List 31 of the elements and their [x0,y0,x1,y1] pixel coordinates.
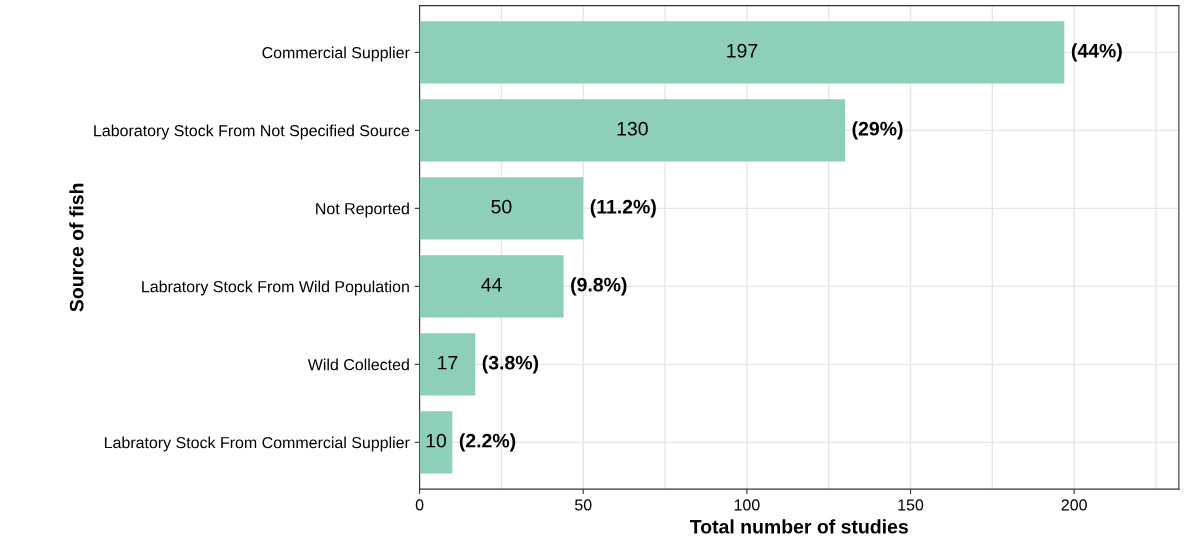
annotation: (3.8%) [482,355,539,374]
y-axis-title: Source of fish [69,183,84,312]
y-tick-label: Labratory Stock From Commercial Supplier [104,436,410,452]
bar [419,21,1065,84]
bar [419,177,584,240]
y-tick-label: Laboratory Stock From Not Specified Source [94,124,410,140]
x-tick-label: 150 [898,499,924,511]
x-tick-label: 0 [415,499,424,511]
x-tick-label: 50 [574,499,592,511]
y-tick-label: Commercial Supplier [262,46,410,62]
bar [419,333,476,396]
annotation: (29%) [852,121,903,140]
bar [419,411,453,474]
data-label: 17 [438,355,458,370]
bar [419,255,564,318]
x-tick-label: 200 [1061,499,1087,511]
y-tick-label: Not Reported [316,202,409,218]
bar [419,99,846,162]
annotation: (44%) [1071,43,1122,62]
data-label: 50 [491,199,512,214]
data-label: 10 [426,433,446,448]
annotation: (2.2%) [459,433,516,452]
data-label: 130 [617,121,648,136]
data-label: 197 [727,43,758,58]
annotation: (9.8%) [571,277,627,296]
x-tick-label: 100 [734,499,760,511]
x-axis-title: Total number of studies [689,519,908,534]
data-label: 44 [481,278,502,292]
y-tick-label: Wild Collected [307,358,409,371]
y-tick-label: Labratory Stock From Wild Population [142,280,409,296]
annotation: (11.2%) [590,199,656,218]
